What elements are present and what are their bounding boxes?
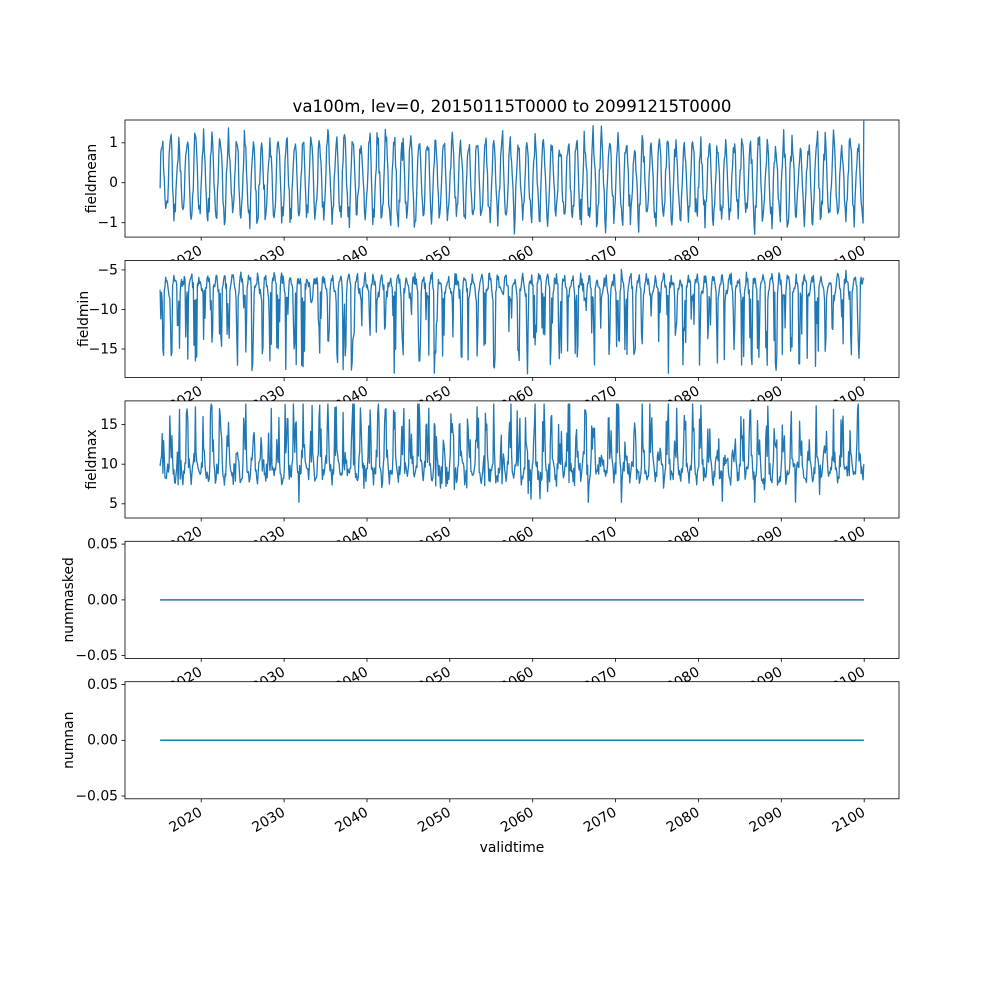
y-axis-label-numnan: numnan [61,712,77,769]
x-tick-label: 2090 [747,804,786,836]
y-axis-label-fieldmean: fieldmean [84,144,100,213]
y-tick-label: −15 [89,341,118,357]
y-tick-label: −0.05 [75,788,118,804]
y-tick-label: 0.00 [87,592,118,608]
y-tick-label: −5 [98,262,118,278]
series-line-fieldmean [159,120,865,235]
y-tick-label: 10 [100,457,118,473]
axes-frame [124,119,900,238]
y-tick-label: 15 [100,417,118,433]
y-axis-label-fieldmin: fieldmin [76,291,92,347]
y-tick-label: −1 [98,215,118,231]
chart-title: va100m, lev=0, 20150115T0000 to 20991215… [292,97,732,116]
y-axis-label-fieldmax: fieldmax [84,429,100,489]
x-tick-label: 2070 [581,804,620,836]
x-tick-label: 2080 [664,804,703,836]
x-tick-label: 2040 [332,804,371,836]
y-axis-label-nummasked: nummasked [61,557,77,642]
x-tick-label: 2060 [498,804,537,836]
y-tick-label: 0.00 [87,733,118,749]
axes-frame [124,259,900,378]
y-tick-label: 0.05 [87,677,118,693]
series-line-fieldmin [159,268,865,375]
axes-frame [124,400,900,519]
series-line-fieldmax [159,403,865,503]
y-tick-label: 5 [109,496,118,512]
y-tick-label: 0 [109,175,118,191]
x-axis-label: validtime [479,840,545,856]
x-tick-label: 2050 [415,804,454,836]
x-tick-label: 2100 [830,804,869,836]
y-tick-label: −10 [89,302,118,318]
x-tick-label: 2030 [249,804,288,836]
x-tick-label: 2020 [167,804,206,836]
y-tick-label: −0.05 [75,648,118,664]
y-tick-label: 1 [109,135,118,151]
y-tick-label: 0.05 [87,537,118,553]
